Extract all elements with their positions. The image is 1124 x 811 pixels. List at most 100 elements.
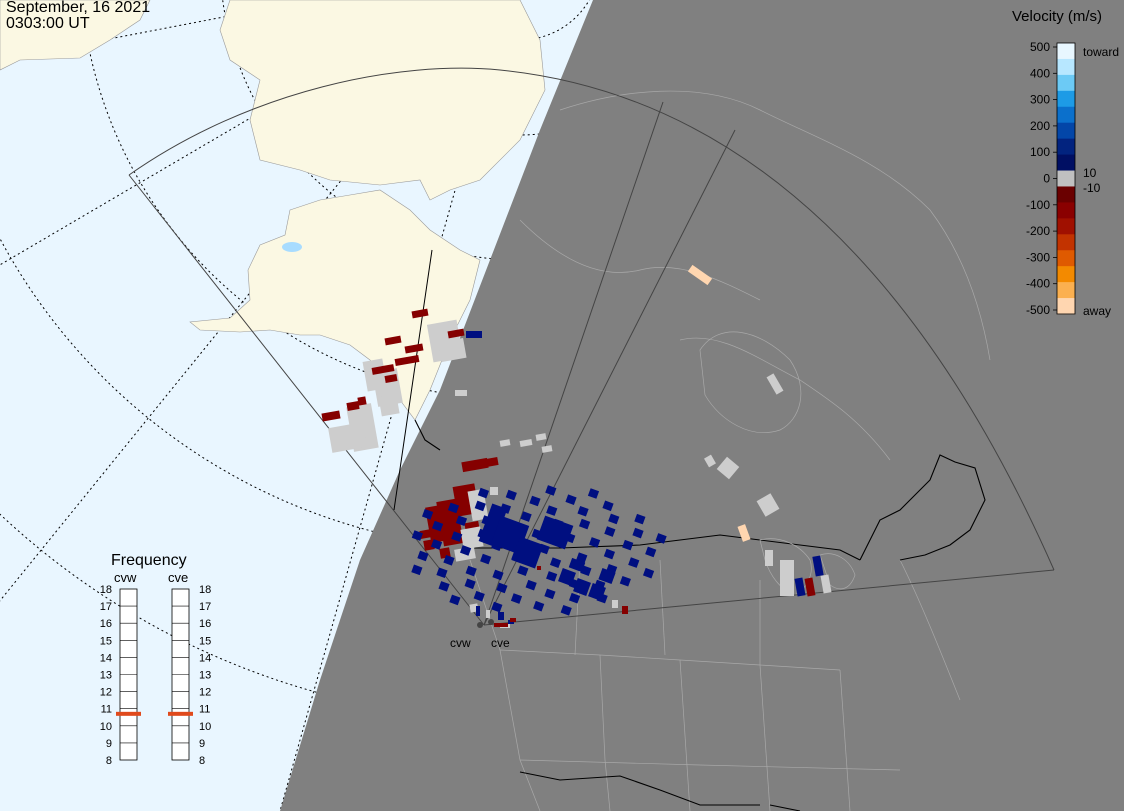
hudson-bay (699, 331, 802, 433)
fov-outer-arc (128, 67, 1055, 571)
scatter-cell (499, 439, 511, 447)
frequency-radar-label-cve: cve (168, 570, 188, 585)
scatter-cell (704, 454, 716, 468)
scatter-cell (404, 343, 424, 354)
scatter-cell (546, 571, 558, 582)
frequency-scale-label: 15 (100, 635, 112, 647)
scatter-cell (451, 531, 463, 542)
legend-tick-label: 100 (1030, 145, 1050, 159)
fov-cvw-edge (393, 249, 433, 511)
legend-color-swatch (1057, 282, 1075, 299)
frequency-title: Frequency (111, 552, 187, 569)
scatter-cell (737, 524, 751, 542)
scatter-cell (394, 354, 420, 367)
scatter-cell (604, 526, 616, 537)
frequency-column-cve: 18 17 16 15 14 13 12 11 10 9 8 (168, 584, 211, 767)
legend-tick-label: 400 (1030, 66, 1050, 80)
scatter-cell (517, 565, 529, 576)
frequency-marker (116, 711, 141, 716)
legend-color-swatch (1057, 58, 1075, 76)
scatter-cell (588, 583, 606, 601)
radar-markers (477, 619, 494, 628)
scatter-cell (384, 374, 398, 383)
frequency-scale-label: 12 (100, 687, 112, 699)
scatter-cell (612, 600, 618, 608)
scatter-cell (455, 515, 468, 527)
legend-away-label: away (1083, 304, 1111, 318)
scatter-cell (541, 445, 553, 453)
scatter-cell (423, 539, 435, 551)
scatter-cell (820, 574, 832, 594)
scatter-cell (642, 567, 655, 579)
legend-tick-label: -100 (1026, 198, 1050, 212)
us-canada-border (462, 534, 861, 561)
scatter-cell (371, 364, 395, 375)
scatter-cell (573, 578, 591, 596)
frequency-scale-label: 16 (100, 618, 112, 630)
meridian-line (0, 0, 489, 602)
frequency-scale-label: 13 (100, 670, 112, 682)
scatter-cell (634, 513, 646, 525)
legend-color-swatch (1057, 90, 1075, 108)
scatter-cell (476, 606, 480, 616)
scatter-cell (544, 588, 556, 600)
scatter-cells (321, 264, 832, 628)
frequency-scale-label: 13 (199, 670, 211, 682)
borders-black (414, 419, 986, 811)
scatter-cell (328, 422, 367, 453)
frequency-scale-label: 8 (106, 755, 112, 767)
scatter-cell (510, 593, 523, 604)
legend-tick-label: 300 (1030, 93, 1050, 107)
legend-color-swatch (1057, 106, 1075, 124)
meridian-line (279, 0, 510, 811)
scatter-cell (411, 564, 423, 576)
legend-tick-label: 500 (1030, 40, 1050, 54)
lake-iliamna (282, 242, 302, 252)
frequency-scale-label: 10 (199, 721, 211, 733)
frequency-scale-label: 9 (199, 738, 205, 750)
scatter-cell (780, 560, 794, 596)
siberia-land (0, 0, 151, 71)
scatter-cell (549, 557, 562, 569)
scatter-cell (533, 600, 545, 612)
legend-tick-label: -400 (1026, 277, 1050, 291)
legend-color-swatch (1057, 138, 1075, 156)
scatter-cell (558, 568, 576, 586)
scatter-cell (455, 390, 467, 396)
radar-label-cve: cve (491, 636, 510, 650)
scatter-cell (438, 337, 467, 363)
legend-color-swatch (1057, 250, 1075, 267)
legend-title: Velocity (m/s) (1012, 8, 1102, 25)
scatter-cell (486, 610, 490, 618)
legend-toward-label: toward (1083, 45, 1119, 59)
scatter-cell (511, 536, 544, 569)
scatter-cell (443, 554, 455, 566)
arctic-coast-land (219, 0, 546, 201)
gulf-border (769, 804, 801, 811)
scatter-cell (525, 579, 537, 591)
legend-color-swatch (1057, 298, 1075, 315)
night-region (280, 0, 1124, 811)
scatter-cell (765, 550, 773, 566)
radar-site-cvw (477, 622, 483, 628)
frequency-scale-label: 8 (199, 755, 205, 767)
legend-neg-label: -10 (1083, 181, 1101, 195)
scatter-cell (461, 457, 489, 473)
frequency-scale-label: 18 (100, 584, 112, 596)
legend-tick-label: 0 (1043, 172, 1050, 186)
scatter-cell (492, 569, 504, 581)
state-boundaries (469, 90, 991, 811)
scatter-cell (619, 575, 631, 587)
legend-color-swatch (1057, 266, 1075, 283)
frequency-scale-label: 11 (199, 704, 210, 716)
legend-pos-label: 10 (1083, 166, 1097, 180)
scatter-cell (565, 494, 577, 506)
scatter-cell (505, 489, 517, 501)
frequency-scale-label: 14 (199, 652, 211, 664)
scatter-cell (535, 433, 547, 441)
frequency-scale-label: 15 (199, 635, 211, 647)
scatter-cell (485, 457, 499, 467)
scatter-cell (645, 546, 657, 558)
